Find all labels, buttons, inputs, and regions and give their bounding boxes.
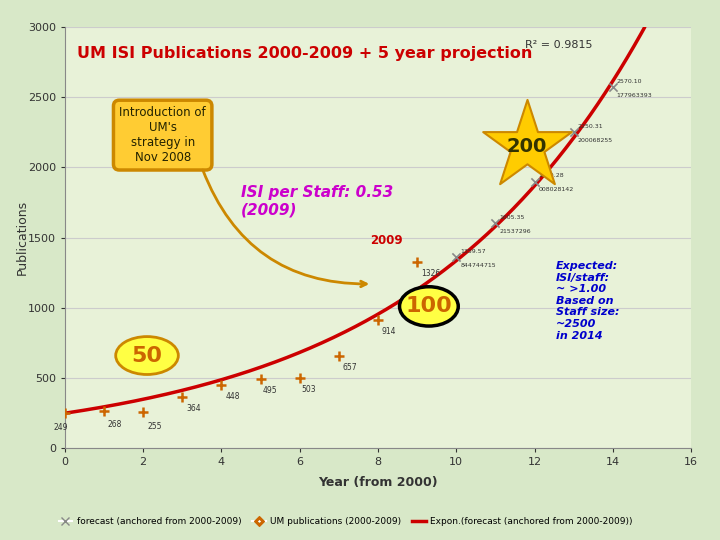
Text: 1326: 1326 — [421, 269, 441, 278]
Point — [528, 177, 540, 186]
Point — [255, 374, 266, 383]
Point — [490, 219, 501, 227]
Text: 249: 249 — [53, 423, 68, 432]
Text: 268: 268 — [108, 421, 122, 429]
Text: Introduction of
UM's
strategy in
Nov 2008: Introduction of UM's strategy in Nov 200… — [120, 106, 206, 164]
Point — [451, 253, 462, 262]
Text: 200: 200 — [507, 137, 547, 156]
Point — [294, 373, 305, 382]
Text: 1899.28: 1899.28 — [539, 173, 564, 178]
Point — [59, 409, 71, 417]
Point — [411, 258, 423, 266]
Text: 844744715: 844744715 — [460, 263, 496, 268]
Text: 21537296: 21537296 — [500, 228, 531, 234]
Text: 914: 914 — [382, 327, 397, 336]
Point — [568, 128, 580, 137]
Text: 2570.10: 2570.10 — [617, 79, 642, 84]
Text: 1605.35: 1605.35 — [500, 214, 525, 220]
Text: 657: 657 — [343, 363, 357, 372]
Text: 50: 50 — [132, 346, 163, 366]
Text: 448: 448 — [225, 393, 240, 401]
Point — [98, 406, 109, 415]
Point — [372, 315, 384, 324]
Ellipse shape — [116, 336, 179, 375]
Text: 200068255: 200068255 — [577, 138, 613, 143]
Text: UM ISI Publications 2000-2009 + 5 year projection: UM ISI Publications 2000-2009 + 5 year p… — [77, 46, 533, 61]
Text: 255: 255 — [147, 422, 161, 431]
Text: Expected:
ISI/staff:
~ >1.00
Based on
Staff size:
~2500
in 2014: Expected: ISI/staff: ~ >1.00 Based on St… — [556, 261, 620, 341]
Text: 008028142: 008028142 — [539, 187, 574, 192]
Text: ISI per Staff: 0.53
(2009): ISI per Staff: 0.53 (2009) — [241, 185, 393, 217]
Text: 177963393: 177963393 — [617, 93, 652, 98]
Point — [607, 83, 618, 92]
Ellipse shape — [400, 287, 458, 326]
Point — [521, 142, 533, 151]
Point — [216, 381, 228, 390]
Text: R² = 0.9815: R² = 0.9815 — [525, 39, 593, 50]
Text: 2009: 2009 — [370, 234, 402, 247]
Text: 1359.57: 1359.57 — [460, 249, 486, 254]
Y-axis label: Publications: Publications — [16, 200, 29, 275]
Text: 503: 503 — [302, 384, 316, 394]
Point — [333, 352, 345, 360]
Point — [176, 393, 188, 401]
Text: 364: 364 — [186, 404, 201, 413]
Text: 100: 100 — [405, 296, 452, 316]
Text: 2250.31: 2250.31 — [577, 124, 603, 129]
Point — [138, 408, 149, 417]
X-axis label: Year (from 2000): Year (from 2000) — [318, 476, 438, 489]
Legend: forecast (anchored from 2000-2009), UM publications (2000-2009), Expon.(forecast: forecast (anchored from 2000-2009), UM p… — [55, 514, 636, 530]
Text: 495: 495 — [263, 386, 277, 395]
